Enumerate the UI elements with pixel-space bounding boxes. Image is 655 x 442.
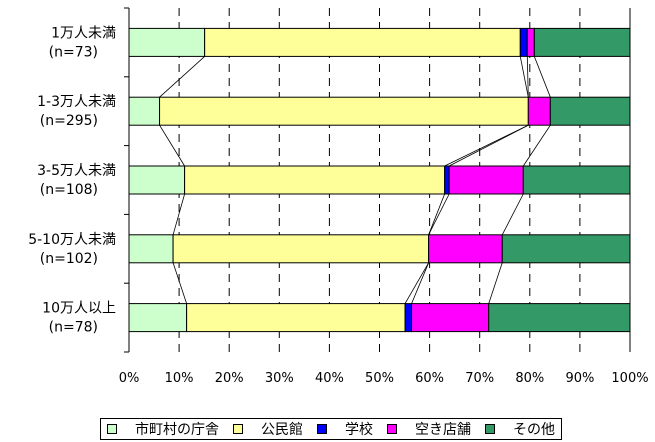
series-line [172,262,187,304]
series-line [501,193,524,235]
x-tick-label: 10% [165,371,194,386]
series-line [522,124,551,167]
bar-segment [522,165,631,195]
bar-segment [172,234,430,264]
series-line [159,124,185,167]
category-label: 1-3万人未満 [37,94,116,110]
legend-swatch [233,424,243,434]
series-line [411,262,429,304]
bar-segment [533,27,631,57]
bar-segment [519,27,528,57]
legend-swatch [387,424,397,434]
bar-segment [448,165,524,195]
legend: 市町村の庁舎 公民館 学校 空き店舗 その他 [100,418,562,440]
series-line [159,56,205,98]
x-tick-labels: 0% 10% 20% 30% 40% 50% 60% 70% 80% 90% 100% [119,371,649,386]
bar-segment [411,303,490,333]
bar-segment [128,27,206,57]
bar-segment [488,303,631,333]
x-tick-label: 50% [365,371,394,386]
x-tick-label: 0% [119,371,140,386]
legend-swatch [485,424,495,434]
legend-label: 空き店舗 [415,422,471,438]
bar-segment [501,234,631,264]
legend-item: 市町村の庁舎 [107,419,219,439]
category-sample-size: (n=78) [49,320,98,336]
bar-segment [204,27,521,57]
category-label: 5-10万人未満 [28,232,116,248]
bar-segment [159,96,529,126]
x-tick-label: 20% [215,371,244,386]
axes [124,7,631,353]
series-line [404,262,429,304]
category-sample-size: (n=295) [40,113,98,129]
legend-label: 市町村の庁舎 [135,422,219,438]
series-line [448,124,529,167]
category-label: 3-5万人未満 [37,163,116,179]
x-tick-label: 80% [515,371,544,386]
bar-segment [549,96,631,126]
legend-swatch [317,424,327,434]
legend-item: その他 [485,419,555,439]
legend-item: 空き店舗 [387,419,471,439]
bar-segment [527,96,551,126]
legend-label: 学校 [345,422,373,438]
x-tick-label: 70% [465,371,494,386]
series-lines [159,56,551,304]
bar-segment [128,165,186,195]
category-sample-size: (n=108) [40,182,98,198]
x-tick-label: 40% [315,371,344,386]
legend-label: 公民館 [261,422,303,438]
legend-item: 学校 [317,419,373,439]
legend-swatch [107,424,117,434]
series-line [533,56,551,98]
series-line [172,193,185,235]
legend-item: 公民館 [233,419,303,439]
x-tick-label: 90% [565,371,594,386]
bar-segment [128,234,174,264]
bars [128,27,631,333]
bar-segment [444,165,450,195]
legend-label: その他 [513,422,555,438]
series-line [428,193,446,235]
category-labels: 1万人未満 (n=73) 1-3万人未満 (n=295) 3-5万人未満 (n=108) 5… [28,25,116,335]
x-tick-label: 30% [265,371,294,386]
category-label: 10万人以上 [42,301,116,317]
bar-segment [128,96,161,126]
category-sample-size: (n=73) [49,44,98,60]
bar-segment [428,234,503,264]
x-tick-label: 60% [415,371,444,386]
series-line [488,262,503,304]
bar-segment [186,303,406,333]
bar-segment [526,27,535,57]
series-line [526,56,529,98]
x-tick-label: 100% [611,371,648,386]
series-line [519,56,529,98]
bar-segment [128,303,188,333]
category-label: 1万人未満 [51,25,116,41]
series-line [428,193,450,235]
bar-segment [184,165,446,195]
bar-segment [404,303,413,333]
category-sample-size: (n=102) [40,251,98,267]
